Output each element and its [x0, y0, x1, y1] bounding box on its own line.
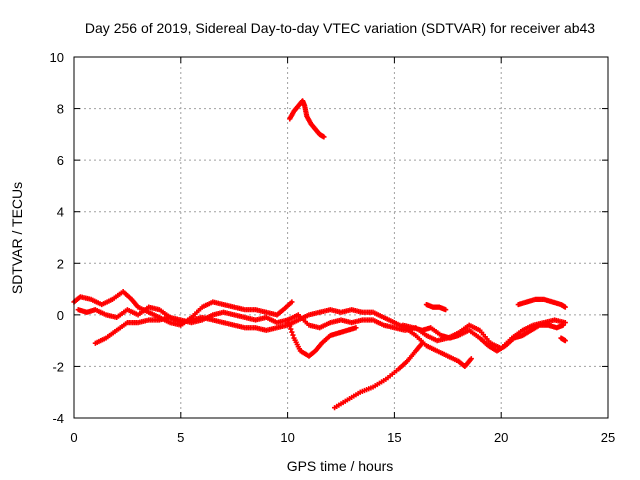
y-axis-label: SDTVAR / TECUs	[9, 182, 25, 294]
series-track-i	[515, 296, 568, 310]
x-tick-label: 0	[70, 430, 77, 445]
series-track-j	[558, 335, 568, 344]
data-point	[419, 340, 425, 346]
grid	[74, 57, 608, 418]
x-tick-label: 25	[601, 430, 615, 445]
data-point	[289, 299, 295, 305]
y-tick-label: -4	[52, 411, 64, 426]
data-point	[353, 325, 359, 331]
data-point	[285, 317, 291, 323]
data-point	[288, 326, 294, 332]
data-point	[562, 338, 568, 344]
axis-ticks: 0 5 10 15 20 25 -4 -2 0 2 4 6 8 10	[50, 50, 616, 445]
data-point	[443, 307, 449, 313]
chart-title: Day 256 of 2019, Sidereal Day-to-day VTE…	[85, 20, 595, 36]
data-point	[287, 323, 293, 329]
data-point	[289, 329, 295, 335]
x-tick-label: 5	[177, 430, 184, 445]
data-point	[468, 356, 474, 362]
y-tick-label: 2	[57, 256, 64, 271]
series-track-e	[331, 340, 425, 411]
y-tick-label: 4	[57, 205, 64, 220]
data-points	[71, 98, 568, 411]
series-track-g	[400, 322, 566, 354]
y-tick-label: 0	[57, 308, 64, 323]
y-tick-label: -2	[52, 359, 64, 374]
x-tick-label: 10	[280, 430, 294, 445]
x-axis-label: GPS time / hours	[287, 458, 394, 474]
series-track-d	[285, 317, 359, 359]
plot-frame	[73, 56, 609, 419]
x-tick-label: 20	[494, 430, 508, 445]
y-tick-label: 6	[57, 153, 64, 168]
data-point	[560, 322, 566, 328]
data-point	[562, 304, 568, 310]
series-track-h	[423, 301, 449, 313]
y-tick-label: 8	[57, 102, 64, 117]
data-point	[286, 320, 292, 326]
series-track-f	[287, 98, 327, 140]
y-tick-label: 10	[50, 50, 64, 65]
series-track-c	[92, 307, 474, 370]
data-point	[321, 134, 327, 140]
data-point	[290, 332, 296, 338]
x-tick-label: 15	[387, 430, 401, 445]
